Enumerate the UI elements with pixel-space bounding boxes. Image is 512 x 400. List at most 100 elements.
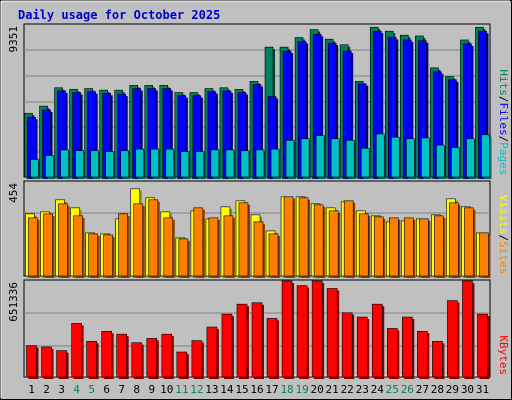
bar-sites-day-3-face — [58, 203, 68, 277]
bar-kbytes-day-6 — [101, 331, 114, 379]
bar-sites-day-1-face — [28, 217, 38, 277]
bar-sites-day-10-face — [163, 217, 174, 277]
x-tick-label-day-22: 22 — [341, 383, 354, 396]
bar-kbytes-day-10-face — [161, 333, 173, 378]
bar-sites-day-2 — [43, 213, 55, 278]
bar-kbytes-day-24 — [371, 303, 385, 379]
bar-sites-day-9-face — [148, 199, 159, 277]
bar-pages-day-22 — [345, 140, 357, 179]
bar-kbytes-day-22-face — [341, 312, 353, 378]
bar-sites-day-27-face — [419, 218, 429, 277]
bar-pages-day-18 — [285, 140, 297, 179]
bar-sites-day-17-face — [268, 233, 279, 277]
bar-kbytes-day-15-face — [236, 303, 248, 378]
bar-pages-day-21 — [330, 138, 342, 179]
bar-sites-day-28 — [434, 215, 446, 278]
bar-pages-day-19 — [300, 138, 312, 179]
panel-3-ymax-label: 651336 — [7, 282, 20, 322]
panel-3-legend: KBytes — [497, 335, 510, 375]
panel-1-ymax-label: 9351 — [7, 26, 20, 53]
bar-sites-day-21-face — [328, 210, 339, 277]
bar-pages-day-30 — [466, 138, 477, 179]
bar-sites-day-23 — [358, 213, 371, 278]
bar-sites-day-14 — [223, 215, 235, 278]
bar-pages-day-21-face — [330, 138, 340, 178]
bar-sites-day-19-face — [298, 197, 309, 277]
bar-sites-day-21 — [328, 210, 341, 278]
bar-pages-day-28-face — [436, 144, 445, 178]
bar-pages-day-6-face — [105, 151, 114, 178]
bar-pages-day-13 — [210, 149, 221, 179]
bar-kbytes-day-11 — [176, 351, 189, 379]
panel-1-legend: Hits/Files/Pages — [497, 69, 510, 175]
bar-sites-day-22-face — [343, 200, 354, 277]
x-tick-label-day-10: 10 — [160, 383, 173, 396]
bar-sites-day-18-face — [283, 196, 294, 277]
bar-pages-day-25-face — [390, 136, 400, 178]
bar-sites-day-29 — [449, 202, 461, 278]
bar-pages-day-11-face — [180, 151, 190, 178]
bar-pages-day-14 — [225, 149, 236, 179]
bar-pages-day-10 — [165, 148, 176, 179]
bar-kbytes-day-12 — [191, 340, 204, 379]
bar-kbytes-day-23-face — [356, 316, 368, 378]
bar-pages-day-8-face — [135, 148, 145, 178]
bar-kbytes-day-28 — [432, 341, 445, 379]
x-tick-label-day-28: 28 — [431, 383, 444, 396]
bar-kbytes-day-14-face — [221, 313, 233, 378]
bar-sites-day-25-face — [388, 217, 399, 277]
bar-kbytes-day-28-face — [432, 341, 443, 378]
bar-pages-day-27-face — [421, 137, 430, 178]
bar-pages-day-29 — [451, 147, 462, 179]
legend-files: Files — [497, 103, 510, 136]
bar-sites-day-22 — [343, 200, 356, 278]
bar-pages-day-30-face — [466, 138, 475, 178]
bar-sites-day-11-face — [178, 238, 189, 277]
bar-sites-day-31 — [479, 232, 491, 278]
bar-kbytes-day-26 — [402, 316, 415, 379]
bar-sites-day-5 — [88, 233, 100, 278]
bar-pages-day-28 — [436, 144, 447, 179]
bar-sites-day-24-face — [373, 216, 384, 277]
x-tick-label-day-4: 4 — [73, 383, 80, 396]
bar-pages-day-11 — [180, 151, 191, 179]
bar-kbytes-day-17 — [266, 318, 280, 379]
x-tick-label-day-31: 31 — [476, 383, 489, 396]
bar-sites-day-6 — [103, 234, 115, 278]
bar-pages-day-16 — [255, 149, 266, 179]
bar-kbytes-day-5 — [86, 341, 99, 379]
bar-pages-day-10-face — [165, 148, 175, 178]
bar-kbytes-day-23 — [356, 316, 370, 379]
bar-kbytes-day-22 — [341, 312, 355, 379]
x-tick-label-day-29: 29 — [446, 383, 459, 396]
legend-visits: Visits — [497, 195, 510, 235]
x-tick-label-day-15: 15 — [235, 383, 248, 396]
bar-kbytes-day-24-face — [371, 303, 383, 378]
bar-pages-day-15 — [240, 150, 251, 179]
bar-pages-day-6 — [105, 151, 116, 179]
bar-sites-day-12-face — [193, 207, 204, 277]
bar-pages-day-27 — [421, 137, 432, 179]
bar-sites-day-19 — [298, 197, 311, 278]
bar-sites-day-4-face — [73, 215, 83, 277]
bar-kbytes-day-3 — [56, 350, 69, 379]
bar-sites-day-8-face — [133, 203, 144, 277]
bar-pages-day-5-face — [90, 150, 99, 178]
x-tick-label-day-14: 14 — [220, 383, 234, 396]
plot-area: 9351Hits/Files/Pages454Visits/Sites65133… — [7, 23, 510, 396]
bar-kbytes-day-25-face — [386, 328, 398, 378]
bar-pages-day-3-face — [60, 149, 69, 178]
bar-kbytes-day-4-face — [71, 323, 82, 378]
x-tick-label-day-5: 5 — [88, 383, 95, 396]
bar-pages-day-20-face — [315, 135, 325, 178]
bar-kbytes-day-29-face — [447, 300, 458, 378]
x-tick-label-day-3: 3 — [58, 383, 65, 396]
bar-sites-day-16-face — [253, 221, 264, 277]
bar-kbytes-day-21 — [326, 288, 340, 379]
bar-pages-day-3 — [60, 149, 71, 179]
bar-pages-day-12 — [195, 151, 206, 179]
bar-kbytes-day-31-face — [477, 313, 488, 378]
bar-kbytes-day-2-face — [41, 346, 52, 378]
bar-sites-day-15-face — [238, 202, 249, 277]
bar-sites-day-14-face — [223, 215, 234, 277]
